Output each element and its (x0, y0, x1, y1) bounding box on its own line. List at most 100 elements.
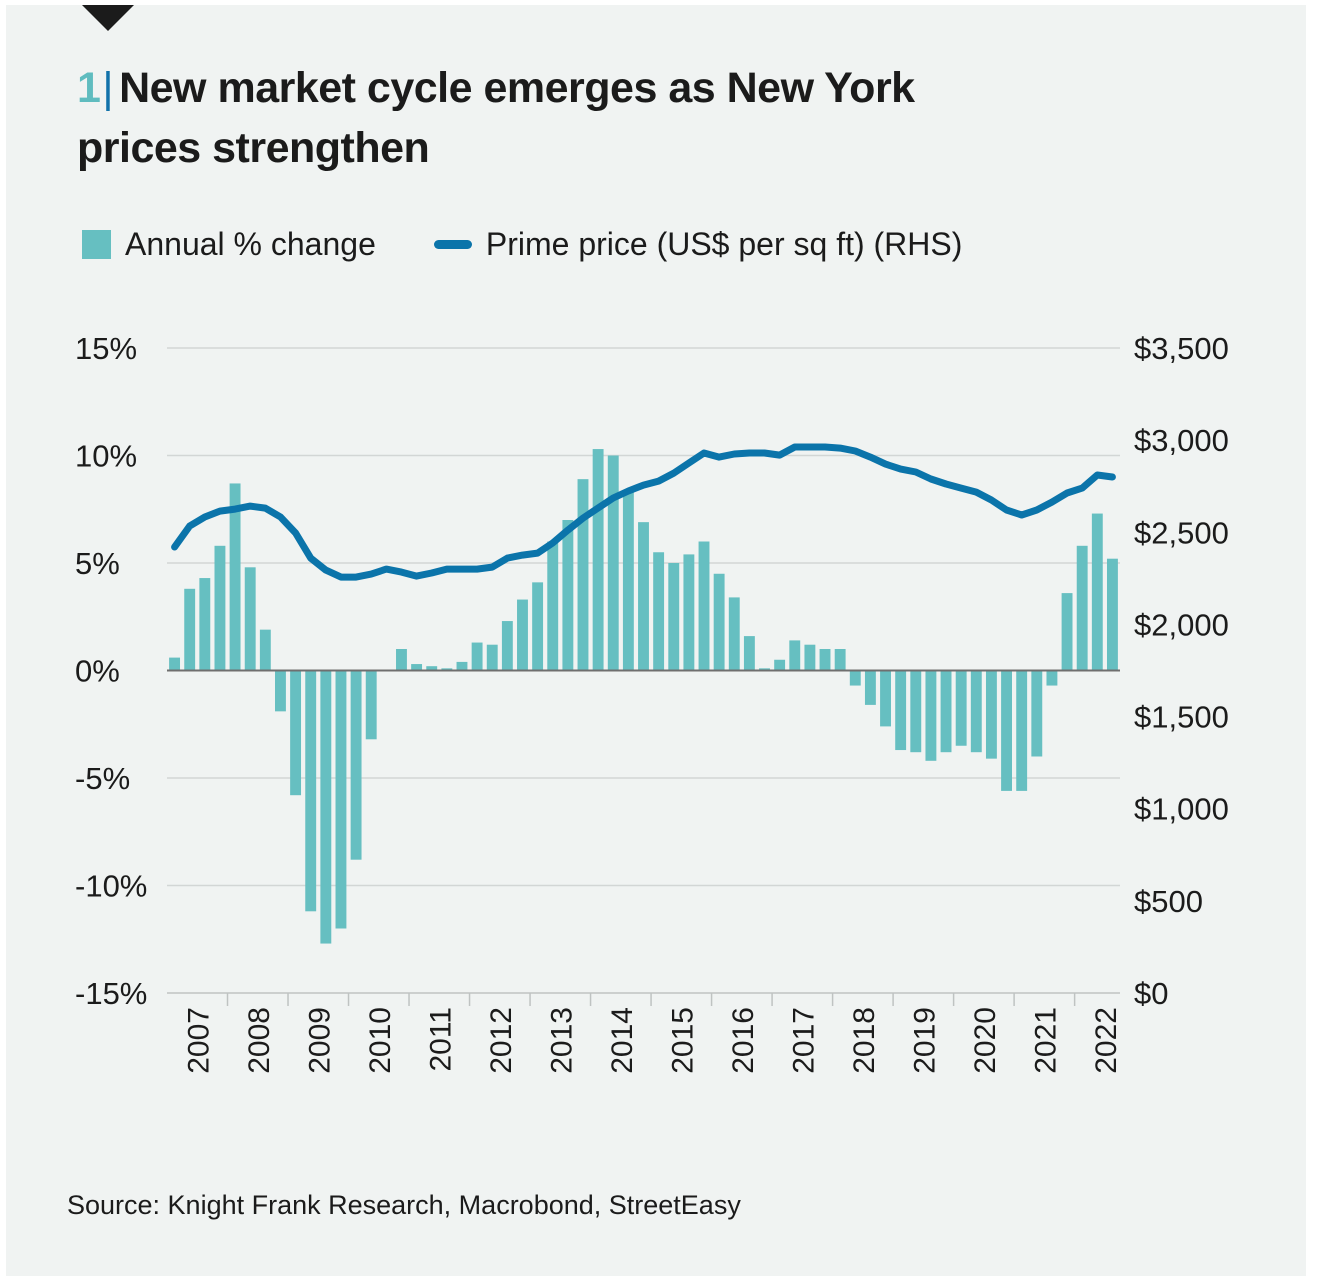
right-tick-label: $3,500 (1134, 331, 1229, 366)
bar (925, 670, 937, 761)
bar (819, 649, 831, 671)
bar (985, 670, 997, 759)
bar (774, 659, 786, 671)
year-label: 2016 (727, 1007, 760, 1074)
right-tick-label: $1,500 (1134, 700, 1229, 735)
bar (970, 670, 982, 753)
bar (728, 597, 740, 671)
bar (259, 629, 271, 671)
title-line-2: prices strengthen (77, 124, 430, 172)
year-label: 2010 (364, 1007, 397, 1074)
left-tick-label: 0% (75, 654, 120, 689)
bar (471, 642, 483, 671)
bar (305, 670, 317, 912)
right-tick-label: $2,500 (1134, 515, 1229, 550)
bar (622, 492, 634, 671)
year-label: 2021 (1029, 1007, 1062, 1074)
bar (517, 599, 528, 671)
bar (834, 649, 846, 671)
bar (1016, 670, 1028, 791)
bar (486, 644, 498, 671)
bar (365, 670, 377, 740)
left-axis: 15% 10% 5% 0% -5% -10% -15% (75, 331, 147, 1011)
bar (1106, 558, 1118, 671)
year-label: 2014 (606, 1007, 639, 1074)
bar (607, 455, 619, 671)
right-tick-label: $2,000 (1134, 607, 1229, 642)
year-label: 2008 (243, 1007, 276, 1074)
bar (1001, 670, 1012, 791)
year-label: 2007 (182, 1007, 215, 1074)
bar (713, 573, 725, 671)
bar (290, 670, 302, 796)
bar (350, 670, 362, 860)
bar-series-annual-change (169, 449, 1118, 944)
line-swatch-icon (433, 239, 472, 249)
title-separator: | (102, 64, 114, 112)
bar (199, 578, 211, 671)
price-line (171, 443, 1116, 581)
left-tick-label: 10% (75, 439, 137, 474)
legend-line-label: Prime price (US$ per sq ft) (RHS) (485, 225, 963, 262)
year-label: 2011 (424, 1007, 457, 1072)
bar (335, 670, 347, 929)
bar (683, 554, 695, 671)
bar (411, 664, 423, 671)
title-line-1: New market cycle emerges as New York (119, 64, 915, 112)
source-note: Source: Knight Frank Research, Macrobond… (67, 1190, 741, 1220)
bar (214, 545, 226, 671)
left-tick-label: 5% (75, 546, 120, 581)
left-tick-label: 15% (75, 331, 137, 366)
bar (547, 541, 559, 671)
bar (789, 640, 801, 671)
year-label: 2020 (969, 1007, 1002, 1074)
bar (562, 520, 574, 671)
year-label: 2018 (848, 1007, 881, 1074)
bar (698, 541, 710, 671)
right-tick-label: $0 (1134, 976, 1168, 1011)
left-tick-label: -5% (75, 761, 130, 796)
bar (1061, 593, 1073, 671)
year-label: 2022 (1090, 1007, 1123, 1074)
bar (244, 567, 256, 671)
bar (441, 668, 453, 671)
legend-item-bars: Annual % change (82, 226, 376, 263)
bar (759, 668, 770, 671)
figure-number: 1 (77, 64, 101, 112)
bar (396, 649, 407, 671)
right-tick-label: $3,000 (1134, 423, 1229, 458)
right-tick-label: $1,000 (1134, 792, 1229, 827)
bar (668, 563, 680, 671)
left-tick-label: -10% (75, 869, 147, 904)
year-label: 2019 (908, 1007, 941, 1074)
bar (940, 670, 952, 753)
year-label: 2015 (666, 1007, 699, 1074)
right-tick-label: $500 (1134, 884, 1203, 919)
x-axis: 2007 2008 2009 2010 2011 2012 2013 2014 2015 2016… (167, 992, 1123, 1074)
right-axis: $3,500 $3,000 $2,500 $2,000 $1,500 $1,000 $500… (1134, 331, 1229, 1011)
bar (1031, 670, 1043, 757)
bar (910, 670, 922, 753)
bar (1076, 545, 1088, 671)
bar (532, 582, 544, 671)
line-series-prime-price (171, 443, 1116, 581)
year-label: 2013 (545, 1007, 578, 1074)
bar (955, 670, 967, 746)
bar (577, 479, 589, 671)
bar (638, 522, 649, 671)
bar (880, 670, 891, 727)
bar (456, 661, 468, 671)
legend-bar-label: Annual % change (125, 225, 376, 262)
bar (895, 670, 907, 751)
bar (864, 670, 876, 705)
year-label: 2017 (787, 1007, 820, 1074)
bar (1091, 513, 1103, 671)
bar (184, 588, 196, 671)
bar (849, 670, 861, 686)
bar (320, 670, 332, 944)
legend: Annual % change Prime price (US$ per sq … (82, 222, 1020, 266)
bar (501, 621, 513, 671)
section-marker-triangle-icon (82, 5, 134, 31)
bar (275, 670, 286, 712)
